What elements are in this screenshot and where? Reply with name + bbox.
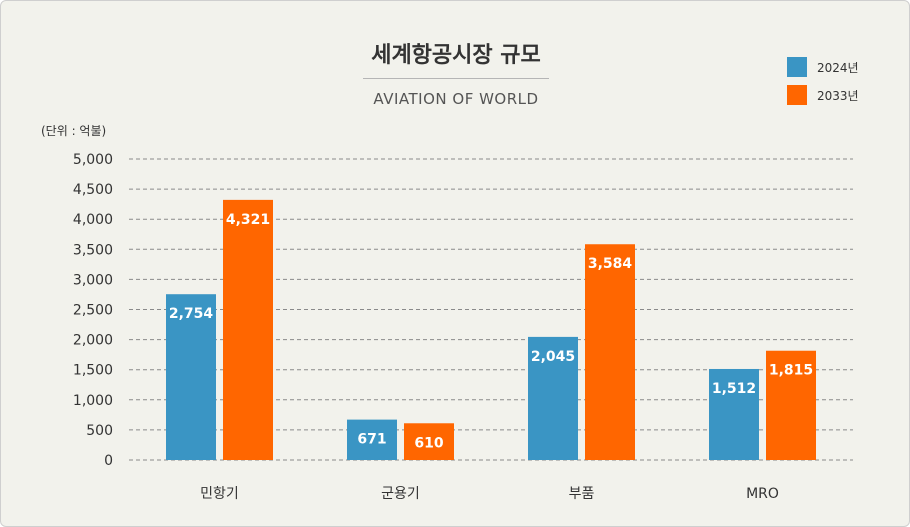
bar-data-label: 2,045 (531, 349, 575, 365)
y-tick-label: 1,000 (73, 393, 113, 409)
bar-data-label: 610 (414, 435, 443, 451)
bar (709, 368, 759, 460)
chart-title: 세계항공시장 규모 (371, 43, 541, 68)
x-category-label: 부품 (569, 486, 595, 502)
y-tick-label: 2,500 (73, 303, 113, 319)
legend-label-2033: 2033년 (817, 88, 859, 103)
chart-subtitle: AVIATION OF WORLD (373, 90, 539, 108)
bar (528, 336, 578, 460)
title-divider (363, 78, 549, 79)
legend-swatch-2033 (787, 85, 807, 105)
y-tick-label: 5,000 (73, 152, 113, 168)
bar (166, 294, 216, 460)
bar (585, 244, 635, 460)
bar-data-label: 4,321 (226, 212, 270, 228)
bar (347, 419, 397, 460)
legend-swatch-2024 (787, 57, 807, 77)
y-tick-label: 3,500 (73, 242, 113, 258)
y-tick-label: 2,000 (73, 333, 113, 349)
bar-data-label: 671 (357, 432, 386, 448)
legend-item-2024: 2024년 (787, 57, 859, 77)
bar-data-label: 1,512 (712, 381, 756, 397)
bar-data-label: 1,815 (769, 363, 813, 379)
y-tick-label: 500 (86, 423, 113, 439)
y-tick-label: 4,500 (73, 182, 113, 198)
y-tick-label: 4,000 (73, 212, 113, 228)
x-category-label: 군용기 (381, 486, 420, 502)
x-category-label: MRO (746, 486, 779, 502)
bar-data-label: 3,584 (588, 256, 633, 272)
legend-label-2024: 2024년 (817, 60, 859, 75)
legend-item-2033: 2033년 (787, 85, 859, 105)
bar (223, 199, 273, 460)
x-category-label: 민항기 (200, 486, 239, 502)
unit-label: (단위 : 억불) (41, 124, 107, 138)
bar (766, 350, 816, 460)
y-tick-label: 3,000 (73, 272, 113, 288)
y-tick-label: 0 (104, 453, 113, 469)
bar-data-label: 2,754 (169, 306, 214, 322)
bar (404, 423, 454, 460)
y-tick-label: 1,500 (73, 363, 113, 379)
